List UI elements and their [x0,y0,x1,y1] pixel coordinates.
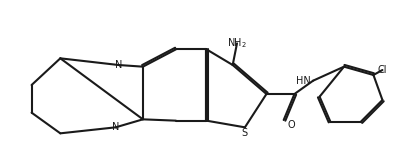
Text: N: N [112,122,119,132]
Text: N: N [115,60,122,70]
Text: O: O [287,120,295,130]
Text: Cl: Cl [378,65,387,75]
Text: S: S [242,128,248,138]
Text: HN: HN [296,76,311,86]
Text: NH$_2$: NH$_2$ [227,36,247,50]
